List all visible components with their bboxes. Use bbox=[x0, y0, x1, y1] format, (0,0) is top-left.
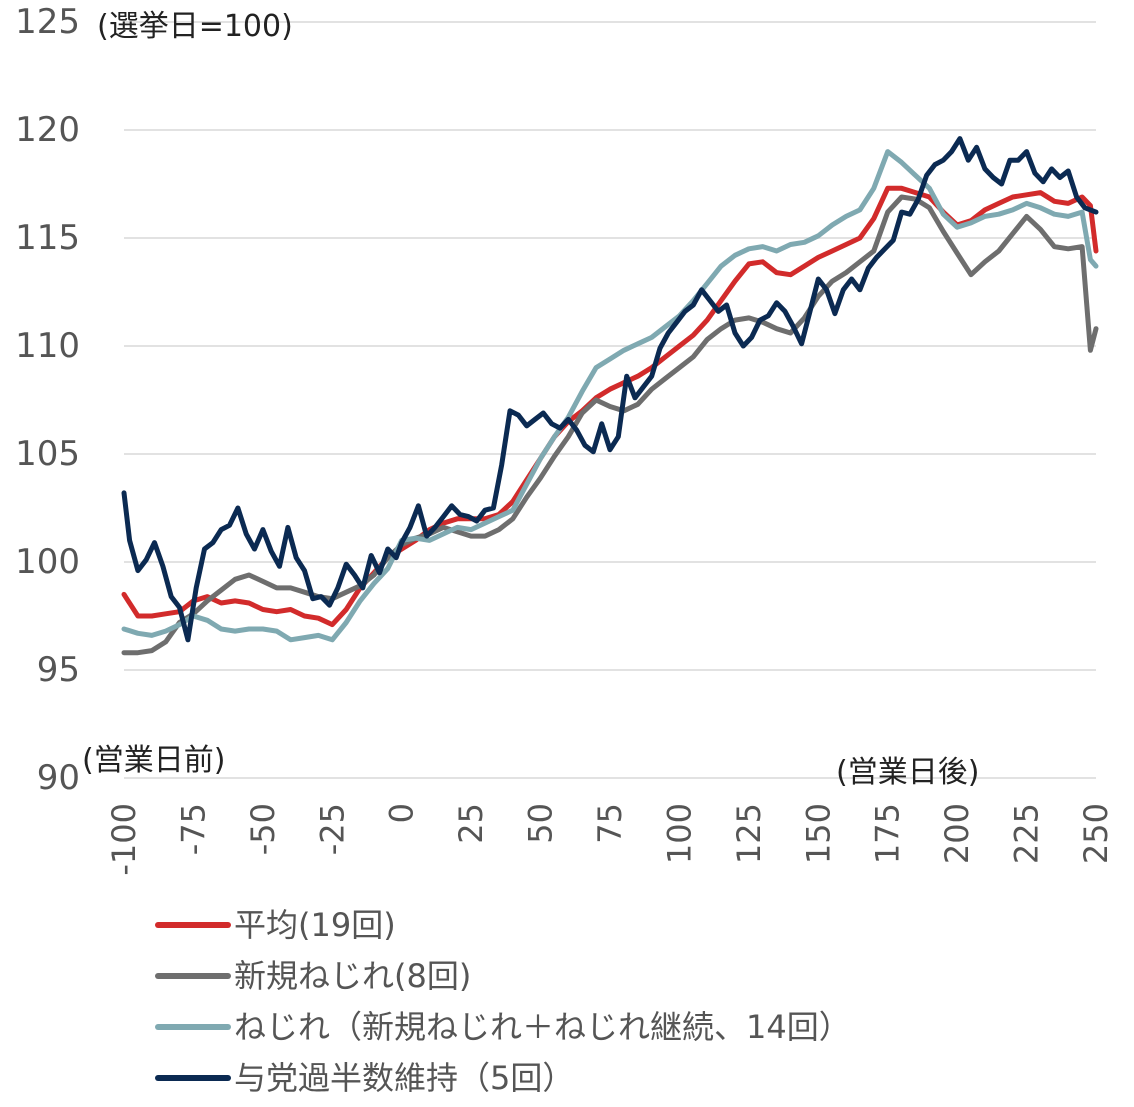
legend-label: 平均(19回) bbox=[234, 906, 396, 944]
days-after-label: (営業日後) bbox=[836, 755, 979, 790]
x-tick-label: -25 bbox=[313, 803, 351, 855]
y-axis-ticks: 90 95 100 105 110 115 120 125 bbox=[15, 2, 80, 798]
x-tick-label: 225 bbox=[1008, 803, 1046, 864]
legend-label: ねじれ（新規ねじれ＋ねじれ継続、14回） bbox=[234, 1008, 851, 1046]
x-tick-label: 50 bbox=[522, 803, 560, 844]
y-tick-label: 90 bbox=[37, 758, 80, 798]
x-tick-label: -75 bbox=[174, 803, 212, 855]
series-line-4 bbox=[121, 136, 1099, 643]
series-line-2 bbox=[121, 194, 1099, 656]
x-tick-label: 25 bbox=[452, 803, 490, 844]
y-tick-label: 115 bbox=[15, 218, 80, 258]
series-lines bbox=[121, 136, 1099, 656]
x-tick-label: 125 bbox=[730, 803, 768, 864]
x-tick-label: -50 bbox=[244, 803, 282, 855]
y-tick-label: 125 bbox=[15, 2, 80, 42]
y-tick-label: 110 bbox=[15, 326, 80, 366]
x-tick-label: 200 bbox=[938, 803, 976, 864]
gridlines bbox=[124, 21, 1096, 779]
y-tick-label: 95 bbox=[37, 650, 80, 690]
x-tick-label: 250 bbox=[1077, 803, 1115, 864]
days-before-label: (営業日前) bbox=[82, 743, 225, 778]
x-tick-label: 0 bbox=[383, 803, 421, 823]
x-tick-label: -100 bbox=[105, 803, 143, 876]
x-tick-label: 175 bbox=[869, 803, 907, 864]
x-tick-label: 100 bbox=[660, 803, 698, 864]
series-line-3 bbox=[121, 149, 1099, 643]
y-tick-label: 100 bbox=[15, 542, 80, 582]
legend-label: 新規ねじれ(8回) bbox=[234, 957, 471, 995]
x-tick-label: 75 bbox=[591, 803, 629, 844]
legend: 平均(19回) 新規ねじれ(8回) ねじれ（新規ねじれ＋ねじれ継続、14回） 与党過半… bbox=[155, 906, 851, 1097]
y-tick-label: 105 bbox=[15, 434, 80, 474]
x-axis-ticks: -100 -75 -50 -25 0 25 50 75 100 125 150 175 200 225 25… bbox=[105, 803, 1115, 876]
x-tick-label: 150 bbox=[799, 803, 837, 864]
legend-label: 与党過半数維持（5回） bbox=[234, 1059, 574, 1097]
y-tick-label: 120 bbox=[15, 110, 80, 150]
unit-note: (選挙日=100) bbox=[97, 9, 293, 44]
